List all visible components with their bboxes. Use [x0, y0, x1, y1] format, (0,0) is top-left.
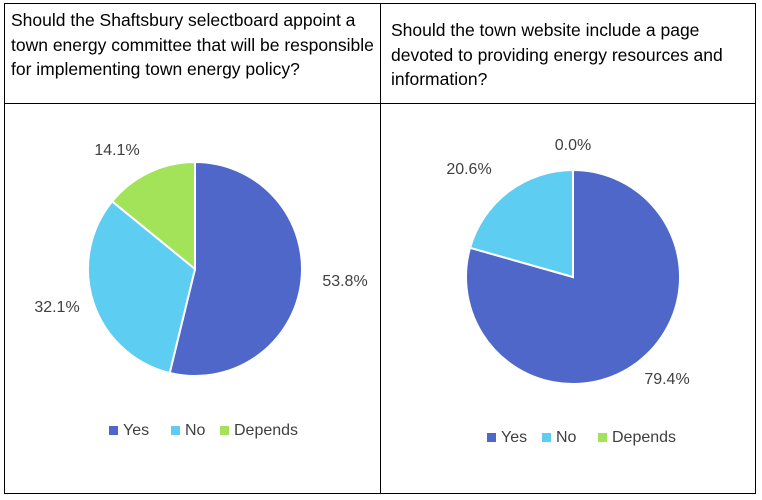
slice-depends [110, 160, 196, 272]
survey-table: Should the Shaftsbury selectboard appoin… [4, 3, 756, 494]
legend-swatch-depends [220, 426, 229, 435]
legend-label-yes: Yes [501, 429, 527, 446]
legend-label-no: No [556, 429, 577, 446]
legend-label-yes: Yes [123, 422, 149, 439]
data-label-yes: 53.8% [322, 273, 367, 290]
legend-swatch-yes [109, 426, 118, 435]
legend-swatch-yes [487, 433, 496, 442]
question-1-title: Should the Shaftsbury selectboard appoin… [5, 4, 380, 104]
slice-no [468, 168, 574, 279]
slice-yes [168, 160, 303, 377]
pie-chart-committee: 53.8% 32.1% 14.1% Yes No Depends [34, 142, 367, 439]
legend-swatch-no [171, 426, 180, 435]
data-label-depends: 14.1% [94, 142, 139, 159]
pie-chart-website: 79.4% 20.6% 0.0% Yes No Depends [446, 137, 689, 446]
data-label-yes: 79.4% [644, 371, 689, 388]
slice-no [87, 199, 197, 375]
left-column: Should the Shaftsbury selectboard appoin… [5, 4, 381, 493]
legend-label-depends: Depends [234, 422, 298, 439]
data-label-no: 32.1% [34, 299, 79, 316]
right-column: Should the town website include a page d… [381, 4, 755, 493]
legend-swatch-depends [598, 433, 607, 442]
legend-label-no: No [185, 422, 206, 439]
question-2-title: Should the town website include a page d… [381, 4, 755, 104]
data-label-no: 20.6% [446, 161, 491, 178]
legend-label-depends: Depends [612, 429, 676, 446]
legend-swatch-no [542, 433, 551, 442]
data-label-depends: 0.0% [555, 137, 591, 154]
